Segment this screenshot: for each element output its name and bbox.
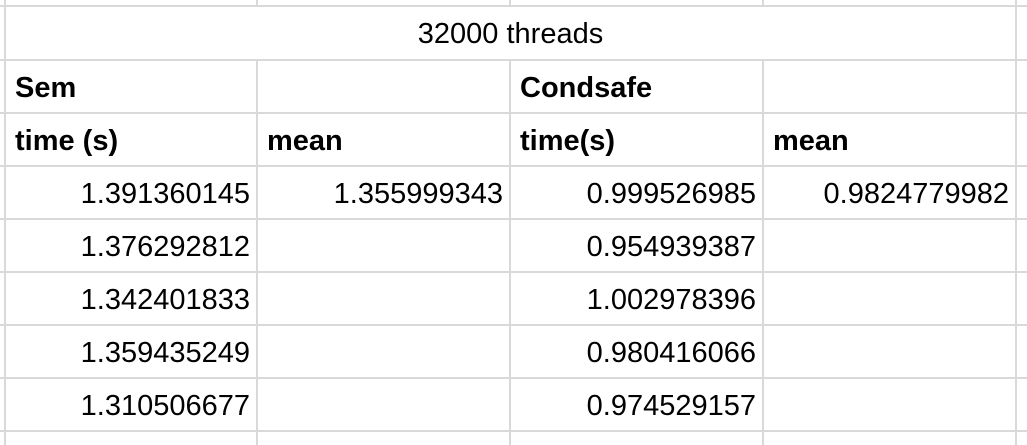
gridline-row bbox=[0, 271, 1027, 273]
gridline-row bbox=[0, 59, 1027, 61]
gridline-col bbox=[1015, 0, 1017, 445]
cell-header-condsafe-mean[interactable]: mean bbox=[773, 125, 849, 157]
gridline-col bbox=[4, 0, 6, 445]
cell-sem-mean[interactable] bbox=[258, 273, 509, 327]
cell-group-header-sem[interactable]: Sem bbox=[15, 72, 77, 104]
cell-sem-time[interactable]: 1.376292812 bbox=[80, 231, 250, 263]
gridline-col bbox=[256, 60, 258, 445]
gridline-col bbox=[509, 0, 511, 6]
merged-title-cell[interactable]: 32000 threads bbox=[417, 18, 604, 50]
cell-condsafe-time[interactable]: 1.002978396 bbox=[586, 284, 756, 316]
cell-condsafe-mean[interactable]: 0.9824779982 bbox=[823, 178, 1009, 210]
cell-sem-time[interactable]: 1.310506677 bbox=[80, 390, 250, 422]
gridline-col bbox=[256, 0, 258, 6]
gridline-row bbox=[0, 377, 1027, 379]
cell-condsafe-mean[interactable] bbox=[764, 379, 1015, 433]
gridline-col bbox=[762, 60, 764, 445]
cell-condsafe-time[interactable]: 0.980416066 bbox=[586, 337, 756, 369]
gridline-row-top bbox=[0, 5, 1027, 7]
cell-sem-mean[interactable] bbox=[258, 326, 509, 380]
cell-condsafe-time[interactable]: 0.999526985 bbox=[586, 178, 756, 210]
cell-sem-time[interactable]: 1.391360145 bbox=[80, 178, 250, 210]
cell-header-sem-time[interactable]: time (s) bbox=[15, 125, 119, 157]
cell-group-header-empty[interactable] bbox=[764, 61, 1015, 115]
cell-condsafe-mean[interactable] bbox=[764, 220, 1015, 274]
cell-condsafe-mean[interactable] bbox=[764, 326, 1015, 380]
gridline-col bbox=[509, 60, 511, 445]
cell-group-header-condsafe[interactable]: Condsafe bbox=[520, 72, 653, 104]
cell-header-sem-mean[interactable]: mean bbox=[267, 125, 343, 157]
gridline-row bbox=[0, 165, 1027, 167]
cell-header-condsafe-time[interactable]: time(s) bbox=[520, 125, 616, 157]
cell-sem-mean[interactable] bbox=[258, 220, 509, 274]
gridline-row bbox=[0, 218, 1027, 220]
gridline-row bbox=[0, 430, 1027, 432]
cell-condsafe-time[interactable]: 0.954939387 bbox=[586, 231, 756, 263]
cell-group-header-empty[interactable] bbox=[258, 61, 509, 115]
gridline-col bbox=[762, 0, 764, 6]
cell-sem-time[interactable]: 1.342401833 bbox=[80, 284, 250, 316]
gridline-row bbox=[0, 324, 1027, 326]
cell-condsafe-mean[interactable] bbox=[764, 273, 1015, 327]
cell-condsafe-time[interactable]: 0.974529157 bbox=[586, 390, 756, 422]
gridline-row bbox=[0, 112, 1027, 114]
cell-sem-mean[interactable]: 1.355999343 bbox=[333, 178, 503, 210]
cell-sem-time[interactable]: 1.359435249 bbox=[80, 337, 250, 369]
cell-sem-mean[interactable] bbox=[258, 379, 509, 433]
